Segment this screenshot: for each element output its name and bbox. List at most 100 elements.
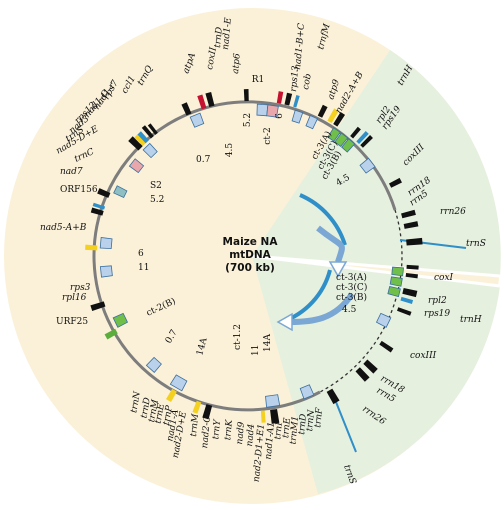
repeat-box xyxy=(327,127,341,142)
gene-label: trnS xyxy=(466,239,486,249)
gene-block xyxy=(284,92,293,106)
repeat-label: 4.5 xyxy=(342,305,357,315)
gene-label: coxIII xyxy=(410,351,437,361)
gene-block xyxy=(406,237,423,246)
gene-label: rrn26 xyxy=(440,207,466,217)
gene-block xyxy=(260,410,266,423)
subcircle-sector-1 xyxy=(252,50,501,276)
repeat-box xyxy=(375,312,392,328)
repeat-box xyxy=(266,104,279,118)
flip-arrow-bottom xyxy=(289,292,355,325)
gene-label: trnH xyxy=(460,315,482,325)
center-size: (700 kb) xyxy=(225,262,275,274)
gene-block xyxy=(137,131,149,144)
gene-label: URF25 xyxy=(56,317,88,327)
gene-block xyxy=(403,221,419,229)
gene-label: trnM xyxy=(189,413,201,437)
repeat-label: ct-3(A) xyxy=(336,272,367,283)
gene-block xyxy=(317,104,328,118)
gene-block xyxy=(401,209,416,219)
gene-block xyxy=(363,359,378,374)
gene-label: rpl2 xyxy=(428,296,447,306)
gene-block xyxy=(405,273,418,279)
gene-block xyxy=(400,296,414,304)
repeat-box xyxy=(291,109,304,124)
center-title: Maize NA xyxy=(223,236,279,248)
repeat-box xyxy=(359,157,376,174)
gene-block xyxy=(141,125,154,139)
gene-label: trnM1 xyxy=(289,415,301,444)
gene-block xyxy=(197,94,207,110)
repeat-box xyxy=(145,356,162,374)
gene-block xyxy=(202,404,213,420)
repeat-label: 5.2 xyxy=(150,195,164,205)
gene-block xyxy=(104,328,118,340)
gene-block xyxy=(356,131,369,144)
repeat-box xyxy=(99,265,113,278)
gene-label: trnM xyxy=(147,398,161,423)
gene-label: trnP xyxy=(162,404,175,426)
repeat-label: 14A xyxy=(195,336,209,356)
gene-label: trnN xyxy=(305,408,317,432)
gene-block xyxy=(355,367,370,382)
repeat-box xyxy=(341,138,356,153)
gene-label: coxII xyxy=(205,46,219,70)
gene-block xyxy=(326,388,340,405)
gene-label: trnD xyxy=(139,397,152,419)
gene-block xyxy=(276,91,284,104)
gene-label: rps3 xyxy=(70,283,91,293)
gene-label: atp6 xyxy=(231,53,243,75)
repeat-box xyxy=(389,276,403,287)
repeat-box xyxy=(387,286,401,298)
gene-block xyxy=(85,244,98,251)
repeat-label: 11 xyxy=(138,263,149,273)
gene-label: cob xyxy=(301,73,314,91)
gene-label: trnN xyxy=(129,390,143,414)
gene-block xyxy=(147,123,158,135)
gene-label: nad1-B+C xyxy=(293,23,307,71)
repeat-box xyxy=(334,132,349,147)
flip-arrow-head xyxy=(276,312,293,332)
repeat-box xyxy=(305,115,318,130)
gene-label: trnE xyxy=(154,402,167,424)
repeat-label: 6 xyxy=(138,249,144,259)
gene-block xyxy=(165,388,177,403)
repeat-box xyxy=(113,185,128,199)
gene-label: ORF156 xyxy=(60,185,98,195)
gene-block xyxy=(293,94,300,108)
gene-block xyxy=(350,126,361,139)
gene-block xyxy=(379,340,394,353)
center-subtitle: mtDNA xyxy=(229,249,271,261)
gene-label: trnE xyxy=(281,417,293,439)
gene-label: trnY xyxy=(211,418,223,440)
repeat-box xyxy=(128,158,145,174)
gene-label: trnK xyxy=(223,418,235,441)
genome-ring xyxy=(92,100,397,412)
gene-block xyxy=(406,264,419,270)
gene-block xyxy=(92,202,106,210)
repeat-label: 5.2 xyxy=(243,113,253,127)
gene-block xyxy=(128,136,143,151)
repeat-label: 11 xyxy=(251,345,261,356)
gene-block xyxy=(333,112,346,127)
recombination-arc xyxy=(299,193,347,246)
gene-block xyxy=(360,135,373,148)
subcircle-sector-2 xyxy=(252,256,500,494)
flip-arrow-top xyxy=(316,225,345,263)
repeat-label: 0.7 xyxy=(196,155,211,165)
repeat-box xyxy=(189,112,205,128)
repeat-label: ct-2 xyxy=(263,127,273,144)
repeat-label: S2 xyxy=(150,181,162,191)
gene-block xyxy=(97,188,111,198)
gene-label: coxI xyxy=(434,273,454,283)
gene-block xyxy=(396,307,412,316)
gene-label: nad1-A1 xyxy=(264,421,277,460)
gene-label: nad4 xyxy=(245,423,257,447)
gene-block xyxy=(243,89,249,102)
sector-divider xyxy=(251,254,501,278)
repeat-label: 4.5 xyxy=(225,143,235,158)
gene-block xyxy=(181,102,192,116)
sector-divider xyxy=(251,254,501,288)
